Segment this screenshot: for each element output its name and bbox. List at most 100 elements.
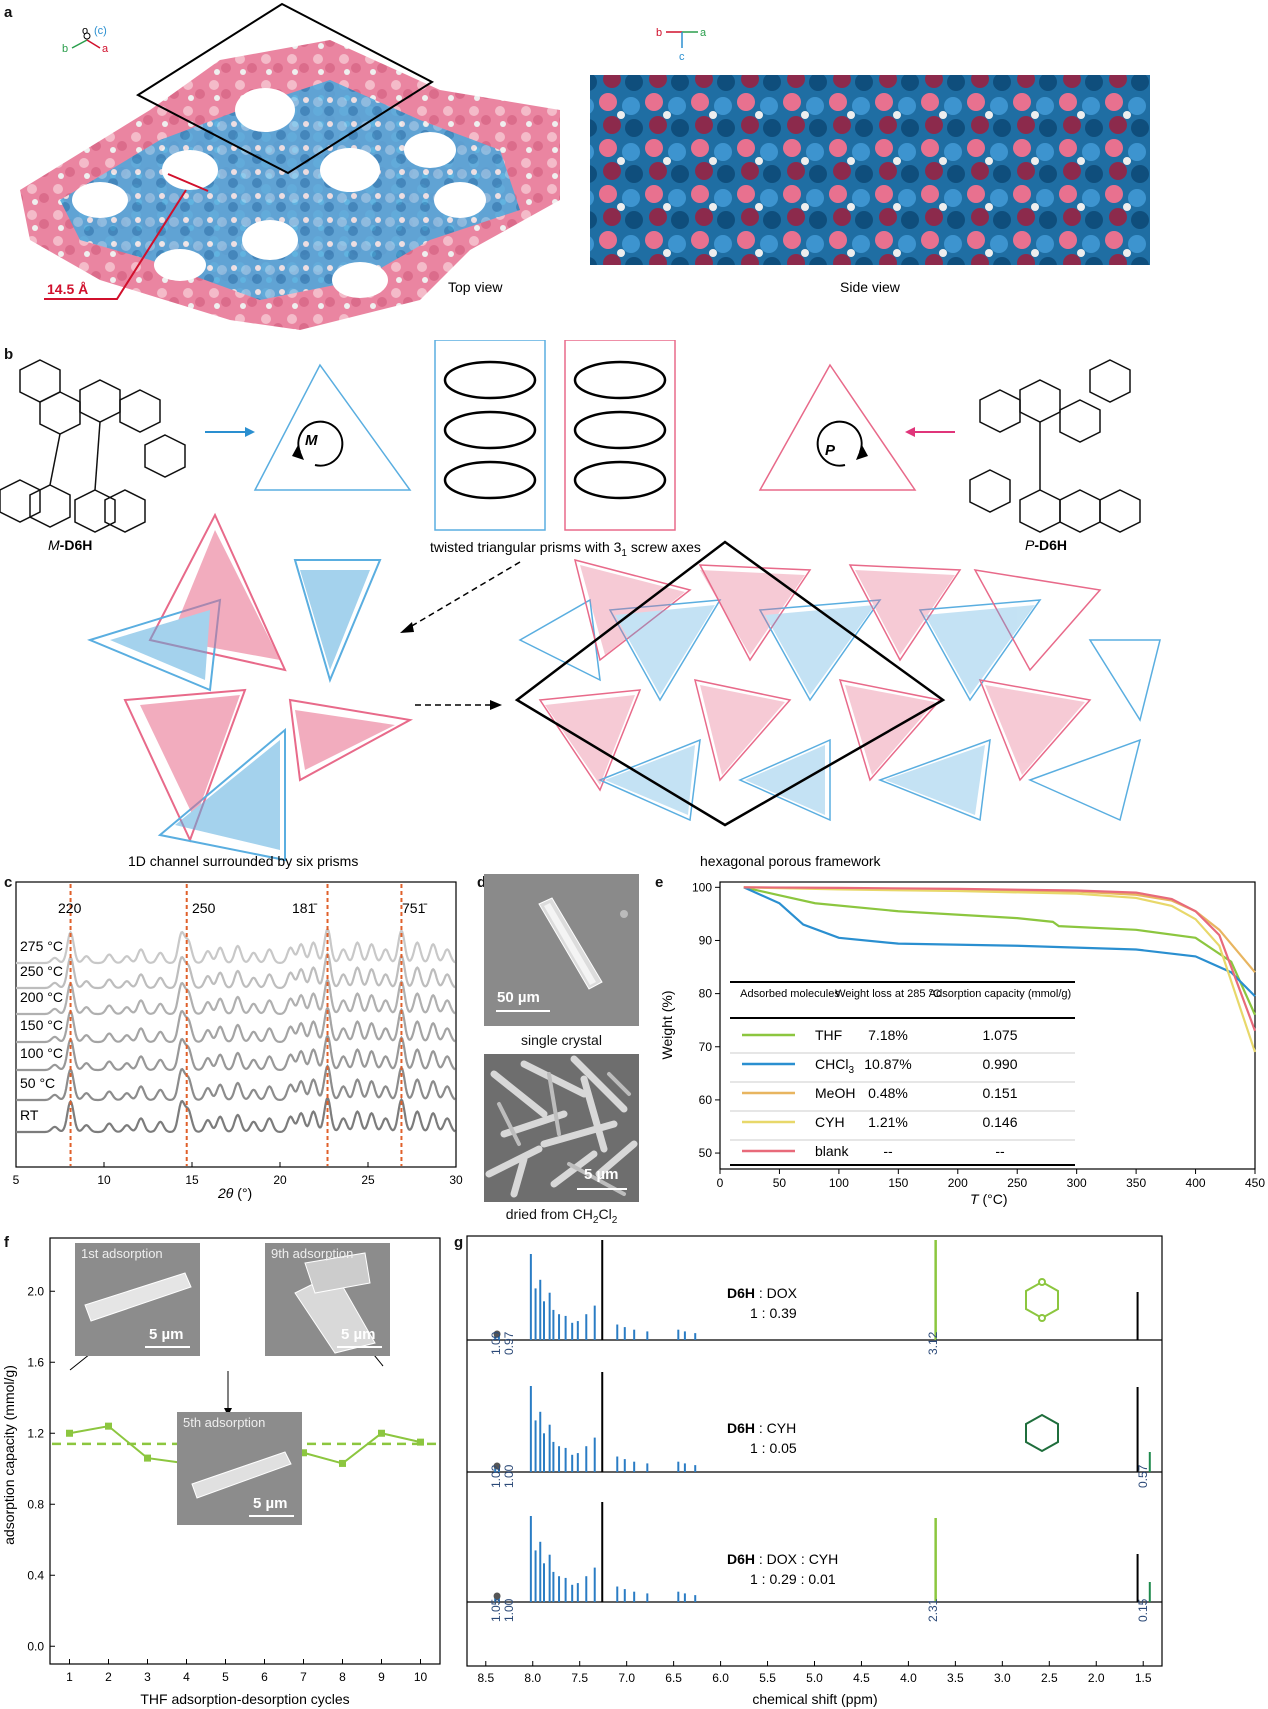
nmr-trace3-values: 1 : 0.29 : 0.01 <box>750 1571 836 1587</box>
table-capacity: -- <box>995 1143 1005 1159</box>
nmr-xtick: 7.5 <box>571 1671 588 1685</box>
tga-xtick: 100 <box>829 1176 849 1190</box>
nmr-trace1-ratio: D6H : DOX <box>727 1285 798 1301</box>
inset-1st-title: 1st adsorption <box>81 1246 163 1261</box>
table-capacity: 0.146 <box>982 1114 1017 1130</box>
p-d6h-structure <box>969 359 1141 533</box>
tga-y-axis-label: Weight (%) <box>659 991 675 1060</box>
table-weight-loss: 1.21% <box>868 1114 908 1130</box>
cycling-point <box>339 1459 346 1467</box>
nmr-int-1a: 1.00 <box>489 1331 503 1355</box>
tga-xtick: 150 <box>888 1176 908 1190</box>
tga-series-chcl3 <box>743 886 1256 998</box>
pxrd-temp-label: 50 °C <box>20 1075 55 1091</box>
nmr-int-1b: 0.97 <box>502 1331 516 1355</box>
sem-single-crystal: 50 µm <box>484 874 639 1026</box>
panel-letter-c: c <box>4 874 13 891</box>
nmr-trace1-values: 1 : 0.39 <box>750 1305 797 1321</box>
channel-six-prisms <box>87 512 414 862</box>
pxrd-temp-label: 275 °C <box>20 938 63 954</box>
svg-text:a: a <box>102 43 109 55</box>
nmr-xtick: 5.0 <box>806 1671 823 1685</box>
svg-text:b: b <box>62 43 68 55</box>
nmr-xtick: 3.0 <box>994 1671 1011 1685</box>
scale-bar-5um: 5 µm <box>584 1166 619 1183</box>
nmr-xtick: 8.5 <box>477 1671 494 1685</box>
svg-text:(c): (c) <box>94 25 107 37</box>
pxrd-trace <box>16 952 456 990</box>
single-crystal-caption: single crystal <box>521 1032 602 1048</box>
peak-label-250: 250 <box>192 900 216 916</box>
pxrd-trace <box>16 927 456 965</box>
inset-9th-adsorption: 9th adsorption 5 µm <box>265 1243 390 1356</box>
table-molecule-name: CYH <box>815 1114 845 1130</box>
peak-label-181: 181̄ <box>292 900 317 916</box>
table-weight-loss: 10.87% <box>864 1056 911 1072</box>
nmr-xtick: 3.5 <box>947 1671 964 1685</box>
framework-caption: hexagonal porous framework <box>700 853 882 869</box>
p-triangle <box>758 363 917 491</box>
pxrd-temp-label: 100 °C <box>20 1045 63 1061</box>
tga-xtick: 400 <box>1186 1176 1206 1190</box>
cycling-xtick: 6 <box>261 1670 268 1684</box>
panel-letter-g: g <box>454 1234 464 1251</box>
pxrd-trace <box>16 1006 456 1044</box>
nmr-trace3-ratio: D6H : DOX : CYH <box>727 1551 838 1567</box>
nmr-xtick: 6.0 <box>712 1671 729 1685</box>
side-view-packing <box>590 75 1150 265</box>
nmr-int-2c: 0.57 <box>1136 1464 1150 1488</box>
nmr-xtick: 4.5 <box>853 1671 870 1685</box>
pxrd-trace <box>16 1064 456 1102</box>
panel-letter-d: d <box>477 874 487 891</box>
nmr-xtick: 4.0 <box>900 1671 917 1685</box>
table-header-capacity: Adsorption capacity (mmol/g) <box>929 988 1071 1000</box>
pxrd-temp-label: 150 °C <box>20 1017 63 1033</box>
cycling-ytick: 1.6 <box>27 1355 44 1369</box>
table-capacity: 1.075 <box>982 1027 1017 1043</box>
table-molecule-name: blank <box>815 1143 849 1159</box>
nmr-x-axis-label: chemical shift (ppm) <box>752 1691 877 1707</box>
axes-indicator-right: b a c <box>656 27 707 63</box>
scale-bar-50um: 50 µm <box>497 989 540 1006</box>
table-header-molecules: Adsorbed molecules <box>740 988 840 1000</box>
cycling-chart: 0.0 0.4 0.8 1.2 1.6 2.0 1 2 3 4 5 6 7 8 9 10 adsorptio… <box>1 1237 441 1707</box>
nmr-xtick: 7.0 <box>618 1671 635 1685</box>
svg-text:b: b <box>656 27 662 39</box>
cycling-y-axis-label: adsorption capacity (mmol/g) <box>1 1365 17 1545</box>
m-d6h-label: M-D6H <box>48 537 92 553</box>
pxrd-trace <box>16 1096 456 1134</box>
table-molecule-name: MeOH <box>815 1085 855 1101</box>
tga-xtick: 200 <box>948 1176 968 1190</box>
table-weight-loss: -- <box>883 1143 893 1159</box>
sem-dried-crystals: 5 µm <box>484 1054 639 1202</box>
top-view-network <box>20 2 560 330</box>
cycling-point <box>105 1422 112 1430</box>
tga-ytick: 90 <box>699 933 713 947</box>
tga-ytick: 70 <box>699 1040 713 1054</box>
cycling-xtick: 8 <box>339 1670 346 1684</box>
cycling-xtick: 9 <box>378 1670 385 1684</box>
panel-letter-f: f <box>4 1234 9 1251</box>
pore-width-label: 14.5 Å <box>47 281 88 297</box>
pxrd-trace <box>16 1034 456 1072</box>
svg-text:P: P <box>825 442 836 459</box>
nmr-int-1c: 3.12 <box>926 1331 940 1355</box>
cycling-xtick: 7 <box>300 1670 307 1684</box>
table-capacity: 0.151 <box>982 1085 1017 1101</box>
cycling-ytick: 0.4 <box>27 1568 44 1582</box>
table-header-weight-loss: Weight loss at 285 °C <box>835 988 941 1000</box>
crystal-packing-views: 14.5 Å o (c) a b Top view b a c Side vie… <box>20 2 1150 330</box>
pore-width-arrow <box>167 173 209 192</box>
nmr-int-2b: 1.00 <box>502 1464 516 1488</box>
tga-xtick: 350 <box>1126 1176 1146 1190</box>
cycling-ytick: 0.8 <box>27 1497 44 1511</box>
pxrd-xtick: 25 <box>361 1173 375 1187</box>
tga-xtick: 300 <box>1067 1176 1087 1190</box>
tga-ytick: 60 <box>699 1093 713 1107</box>
inset-1st-adsorption: 1st adsorption 5 µm <box>75 1243 200 1356</box>
m-d6h-structure <box>0 359 186 533</box>
cycling-point <box>300 1449 307 1457</box>
tga-series-thf <box>743 886 1257 1016</box>
prism-caption: twisted triangular prisms with 31 screw … <box>430 539 701 559</box>
table-capacity: 0.990 <box>982 1056 1017 1072</box>
